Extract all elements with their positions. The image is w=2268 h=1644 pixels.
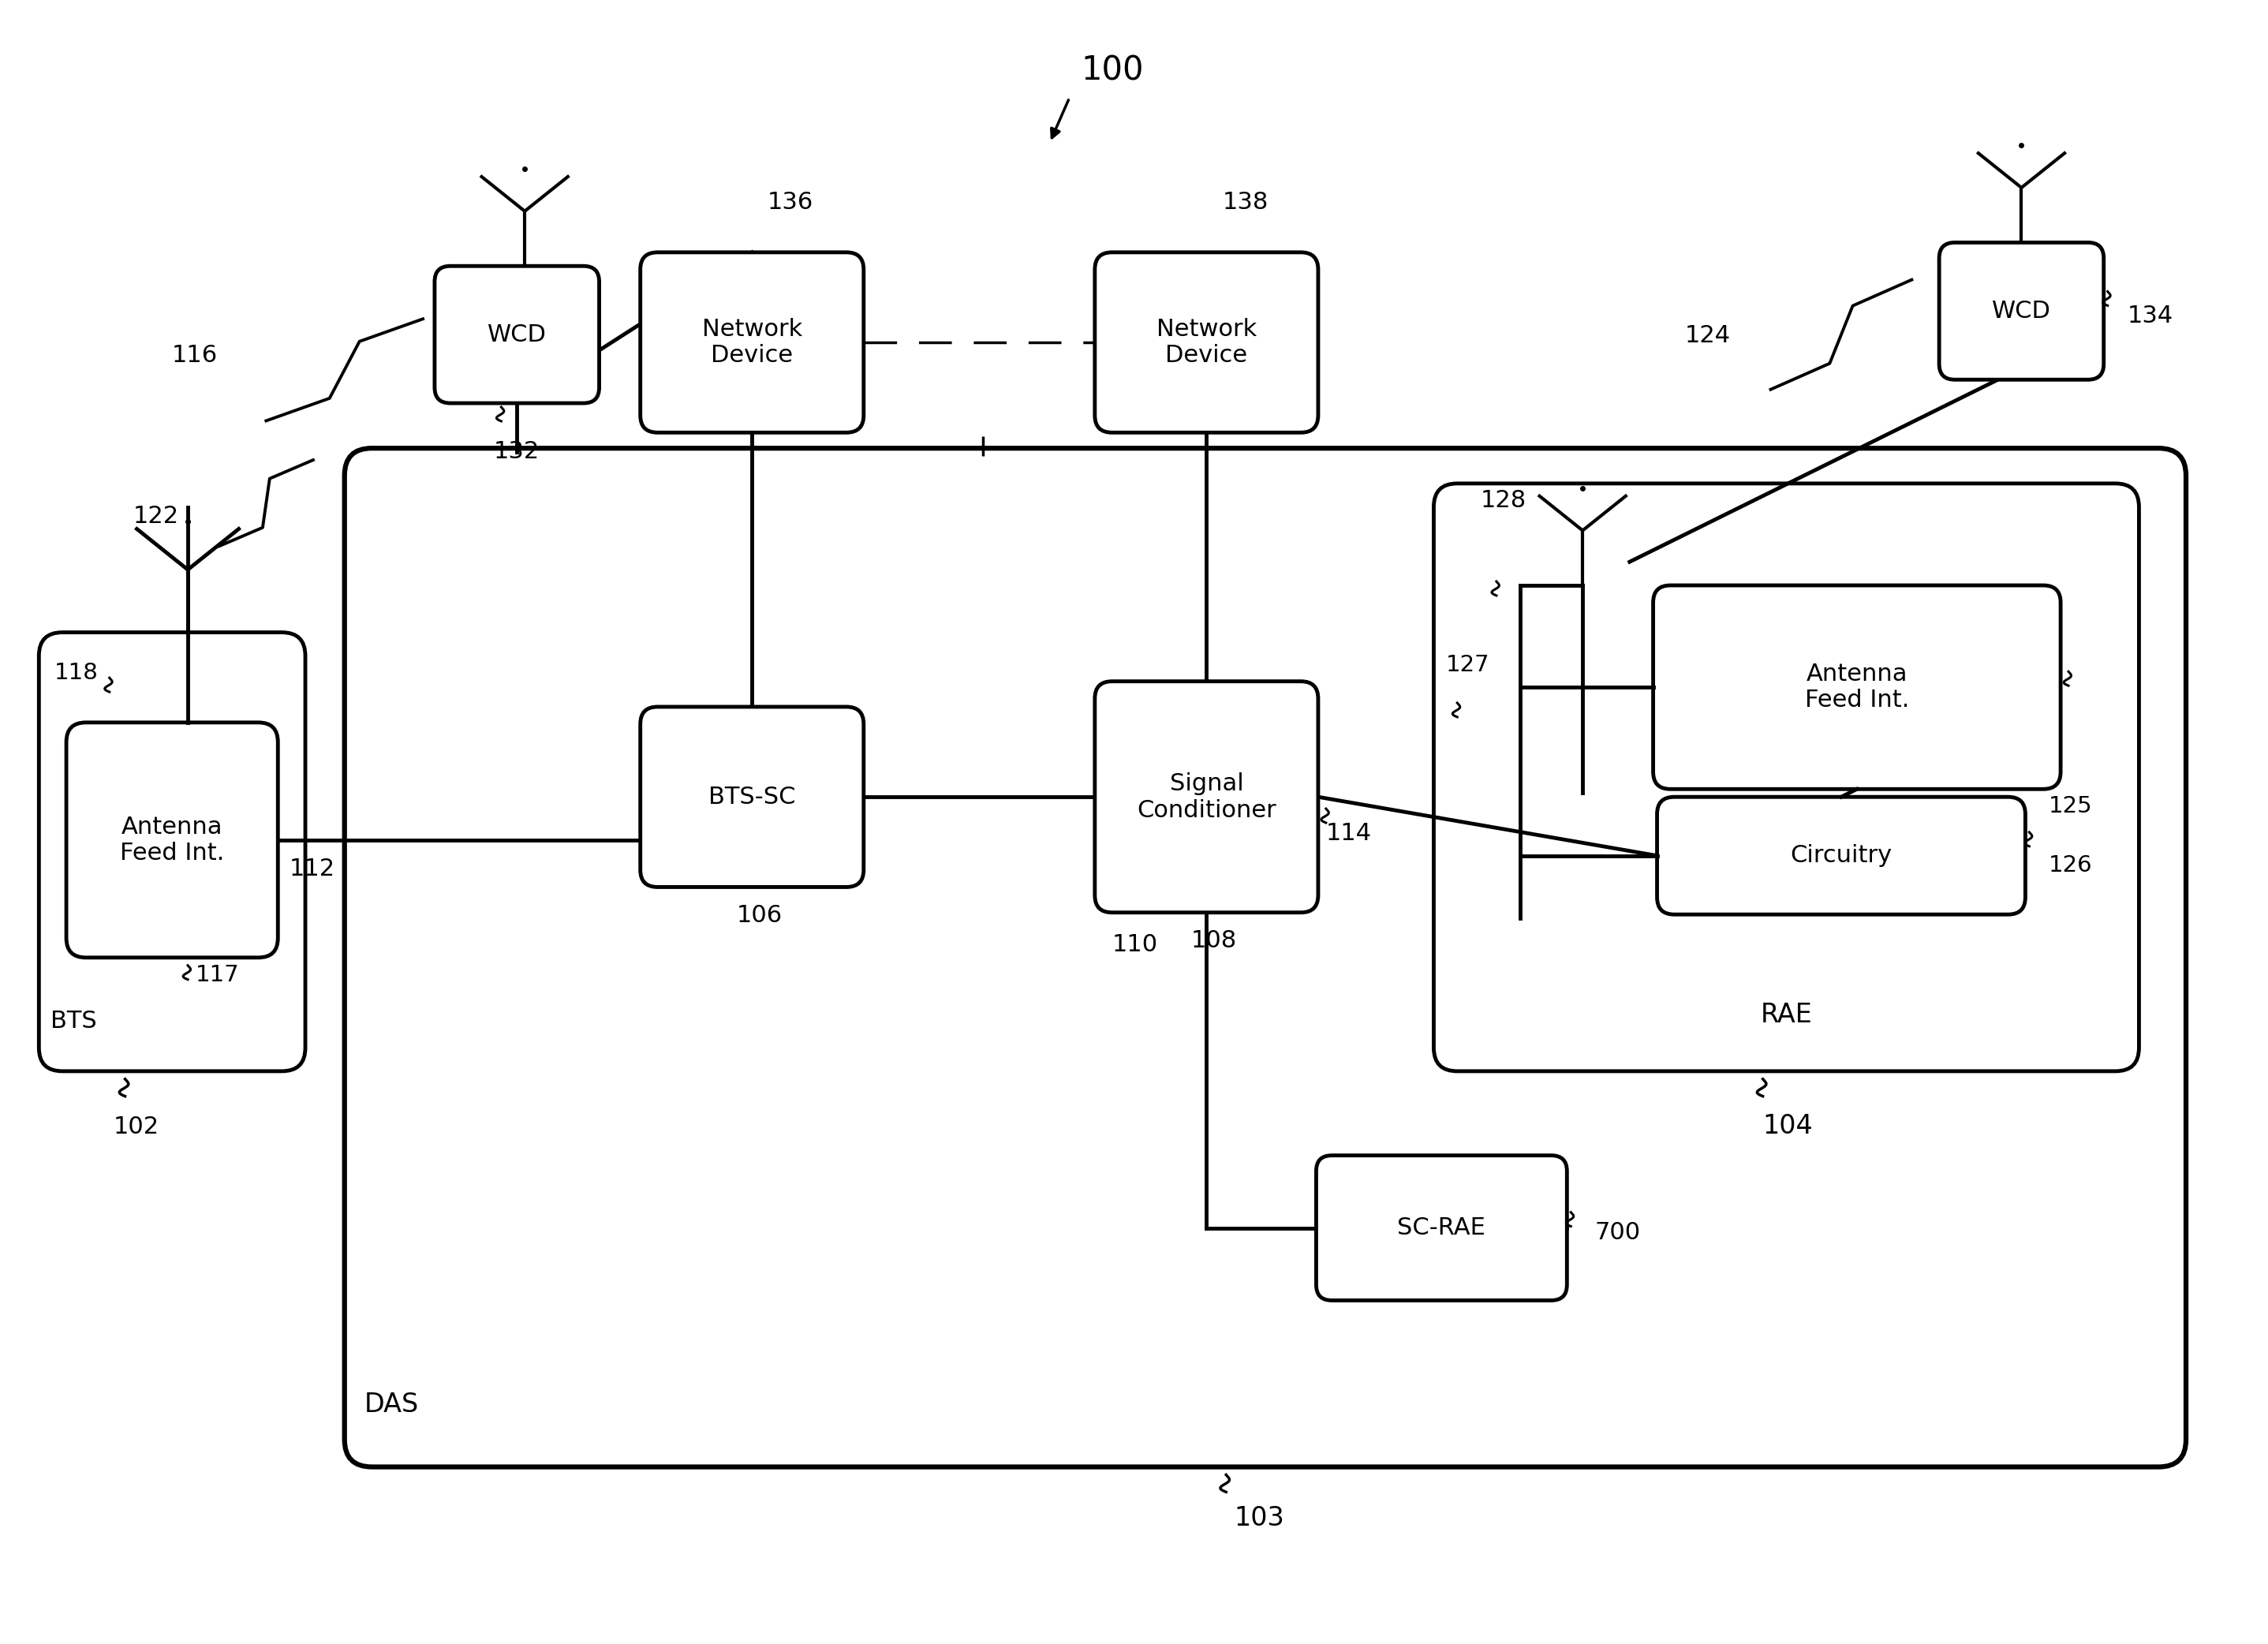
Text: Antenna
Feed Int.: Antenna Feed Int. [1805,663,1910,712]
Text: 117: 117 [195,963,240,986]
Text: 112: 112 [290,857,336,880]
Text: 134: 134 [2127,304,2173,327]
Text: 700: 700 [1594,1221,1640,1245]
Text: 108: 108 [1191,929,1236,952]
Text: DAS: DAS [365,1391,420,1417]
Text: 128: 128 [1481,488,1526,511]
FancyBboxPatch shape [640,707,864,888]
Text: 136: 136 [767,191,814,214]
Text: Circuitry: Circuitry [1789,845,1892,866]
FancyBboxPatch shape [345,449,2186,1466]
FancyBboxPatch shape [1433,483,2139,1072]
Text: 104: 104 [1762,1113,1812,1139]
FancyBboxPatch shape [1658,797,2025,914]
Text: Network
Device: Network Device [701,317,803,367]
FancyBboxPatch shape [66,722,279,957]
Text: 102: 102 [113,1116,159,1139]
Text: 126: 126 [2048,853,2093,876]
Text: 138: 138 [1222,191,1268,214]
Text: 100: 100 [1082,54,1143,87]
Text: 114: 114 [1327,822,1372,845]
FancyBboxPatch shape [1315,1156,1567,1300]
FancyBboxPatch shape [1939,243,2105,380]
Text: Signal
Conditioner: Signal Conditioner [1136,773,1277,822]
FancyBboxPatch shape [435,266,599,403]
Text: 122: 122 [134,505,179,528]
Text: 118: 118 [54,663,98,684]
FancyBboxPatch shape [640,252,864,432]
Text: 110: 110 [1111,934,1159,957]
FancyBboxPatch shape [1095,252,1318,432]
Text: BTS-SC: BTS-SC [708,786,796,809]
Text: SC-RAE: SC-RAE [1397,1217,1486,1240]
FancyBboxPatch shape [1095,681,1318,912]
Text: 106: 106 [737,904,782,927]
Text: 116: 116 [172,344,218,367]
Text: Network
Device: Network Device [1157,317,1256,367]
FancyBboxPatch shape [39,633,306,1072]
Text: Antenna
Feed Int.: Antenna Feed Int. [120,815,225,865]
Text: WCD: WCD [1991,299,2050,322]
Text: RAE: RAE [1760,1003,1812,1028]
FancyBboxPatch shape [1653,585,2062,789]
Text: 127: 127 [1445,654,1490,676]
Text: 132: 132 [494,441,540,462]
Text: 124: 124 [1685,324,1730,347]
Text: BTS: BTS [50,1009,98,1032]
Text: 103: 103 [1234,1506,1284,1531]
Text: WCD: WCD [488,324,547,345]
Text: 125: 125 [2048,796,2093,817]
